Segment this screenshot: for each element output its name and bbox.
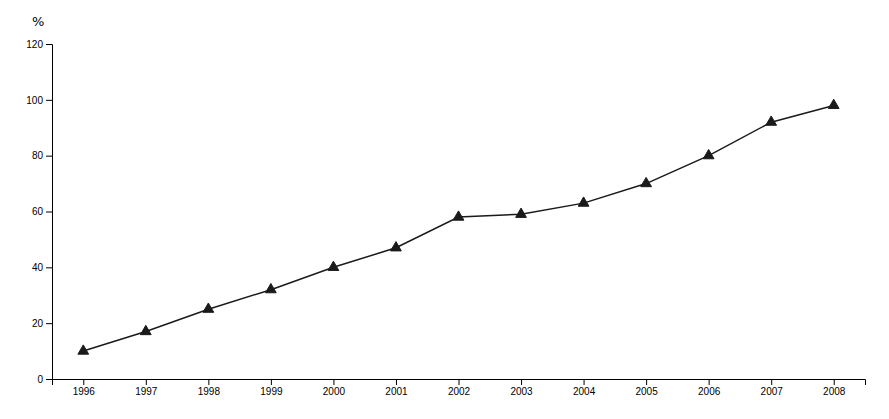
y-tick-mark — [46, 323, 52, 324]
y-tick-label: 80 — [32, 150, 44, 161]
x-tick-label: 2007 — [761, 386, 784, 397]
x-tick-label: 1996 — [73, 386, 96, 397]
y-tick: 60 — [32, 206, 52, 217]
marker — [78, 345, 89, 354]
marker — [266, 283, 277, 292]
y-axis-label: % — [32, 14, 44, 29]
y-tick-mark — [46, 267, 52, 268]
marker — [703, 149, 714, 158]
marker — [140, 325, 151, 334]
marker — [641, 177, 652, 186]
x-tick-label: 2004 — [573, 386, 596, 397]
x-tick-mark — [521, 379, 522, 385]
x-tick-mark — [146, 379, 147, 385]
x-tick: 2000 — [323, 379, 346, 397]
x-tick-label: 2001 — [385, 386, 408, 397]
marker — [766, 116, 777, 125]
x-tick: 1996 — [73, 379, 96, 397]
x-tick-mark — [396, 379, 397, 385]
x-axis-line — [53, 380, 866, 386]
x-tick: 1998 — [198, 379, 221, 397]
y-tick-mark — [46, 156, 52, 157]
marker — [828, 99, 839, 108]
x-tick-mark — [771, 379, 772, 385]
y-tick-label: 20 — [32, 318, 44, 329]
y-tick-label: 60 — [32, 206, 44, 217]
x-tick-mark — [333, 379, 334, 385]
x-tick-label: 2008 — [823, 386, 846, 397]
x-tick-mark — [459, 379, 460, 385]
y-tick-label: 120 — [26, 39, 43, 50]
x-tick: 1997 — [135, 379, 158, 397]
x-tick-mark — [271, 379, 272, 385]
x-tick-label: 1997 — [135, 386, 158, 397]
marker — [578, 197, 589, 206]
y-axis-line — [46, 45, 53, 380]
y-tick: 0 — [37, 374, 52, 385]
x-tick-mark — [208, 379, 209, 385]
marker — [328, 261, 339, 270]
x-tick-mark — [709, 379, 710, 385]
x-tick-mark — [834, 379, 835, 385]
x-tick-mark — [584, 379, 585, 385]
y-tick-label: 40 — [32, 262, 44, 273]
x-tick-mark — [83, 379, 84, 385]
y-tick: 80 — [32, 150, 52, 161]
x-tick: 2007 — [761, 379, 784, 397]
x-tick: 2008 — [823, 379, 846, 397]
plot: 1996 1997 1998 1999 2000 2001 2002 2003 2004 2005… — [26, 39, 865, 397]
y-tick: 20 — [32, 318, 52, 329]
y-tick: 100 — [26, 95, 52, 106]
y-tick: 40 — [32, 262, 52, 273]
series — [78, 99, 839, 354]
marker — [203, 303, 214, 312]
x-tick: 2006 — [698, 379, 721, 397]
y-tick-mark — [46, 44, 52, 45]
x-tick-label: 2002 — [448, 386, 471, 397]
x-tick-label: 2005 — [635, 386, 658, 397]
marker — [453, 211, 464, 220]
y-tick-mark — [46, 212, 52, 213]
marker — [391, 242, 402, 251]
marker — [516, 208, 527, 217]
x-tick-label: 2006 — [698, 386, 721, 397]
x-tick-label: 2003 — [510, 386, 533, 397]
x-tick: 2005 — [635, 379, 658, 397]
x-tick: 1999 — [260, 379, 283, 397]
y-tick: 120 — [26, 39, 52, 50]
x-tick-label: 1998 — [198, 386, 221, 397]
y-tick-mark — [46, 100, 52, 101]
line — [83, 105, 833, 351]
y-tick-label: 100 — [26, 95, 43, 106]
x-tick: 2001 — [385, 379, 408, 397]
y-axis: 0 20 40 60 80 100 120 — [26, 39, 52, 385]
x-tick: 2002 — [448, 379, 471, 397]
x-tick: 2004 — [573, 379, 596, 397]
y-tick-label: 0 — [37, 374, 43, 385]
y-tick-mark — [46, 379, 52, 380]
chart: 1996 1997 1998 1999 2000 2001 2002 2003 2004 2005… — [0, 0, 889, 419]
x-tick-mark — [646, 379, 647, 385]
x-tick-label: 1999 — [260, 386, 283, 397]
x-tick-label: 2000 — [323, 386, 346, 397]
x-axis: 1996 1997 1998 1999 2000 2001 2002 2003 2004 2005… — [53, 379, 866, 397]
x-tick: 2003 — [510, 379, 533, 397]
